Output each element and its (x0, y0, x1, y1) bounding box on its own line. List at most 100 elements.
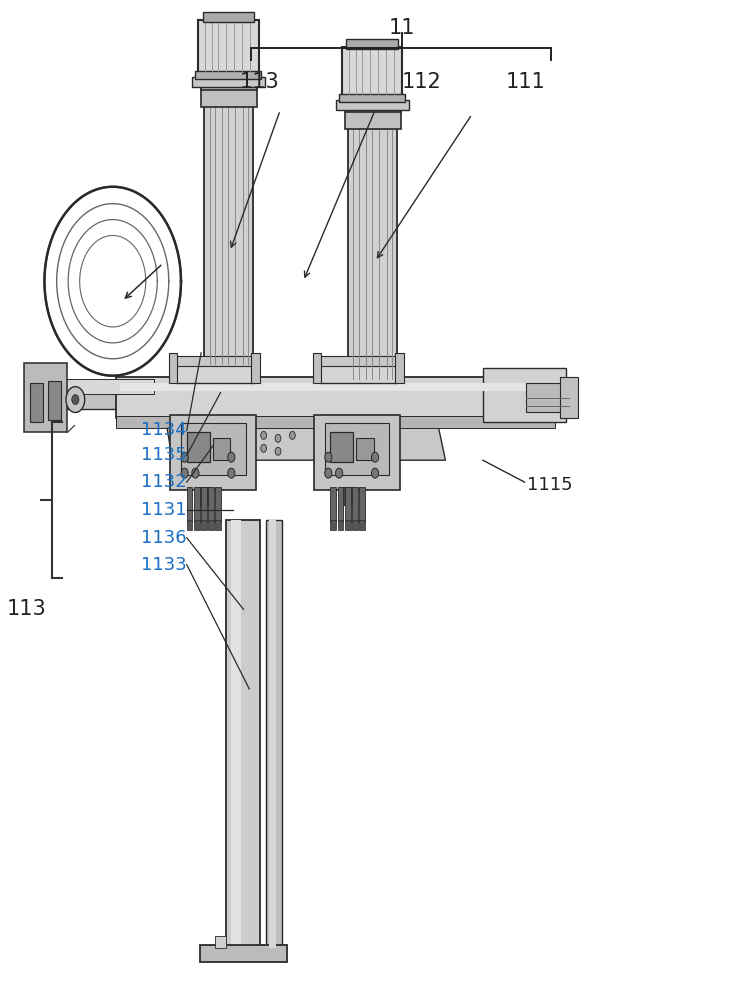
Bar (320, 356, 397, 366)
Circle shape (181, 468, 188, 478)
Bar (359, 520, 365, 530)
Bar (331, 487, 337, 522)
Bar (116, 416, 555, 428)
Polygon shape (165, 416, 445, 460)
Bar (187, 520, 193, 530)
Bar (356, 438, 374, 460)
Text: 1115: 1115 (527, 476, 573, 494)
Text: 11: 11 (389, 18, 415, 38)
Bar (325, 423, 389, 475)
Bar (212, 438, 230, 460)
Text: 1131: 1131 (142, 501, 187, 519)
Bar (201, 520, 207, 530)
Bar (48, 381, 61, 420)
Text: 1132: 1132 (142, 473, 187, 491)
Bar (561, 377, 578, 418)
Bar (331, 520, 337, 530)
Bar (346, 39, 398, 49)
Circle shape (228, 452, 235, 462)
Bar (338, 520, 343, 530)
Bar (345, 487, 350, 522)
Bar (331, 432, 353, 462)
Bar (251, 353, 260, 383)
Bar (483, 368, 566, 422)
Bar (199, 20, 258, 74)
Bar (196, 71, 261, 79)
Bar (314, 415, 400, 490)
Bar (43, 379, 155, 394)
Bar (201, 72, 257, 90)
Bar (215, 520, 221, 530)
Circle shape (228, 468, 235, 478)
Bar (24, 363, 67, 432)
Bar (30, 383, 43, 422)
Circle shape (192, 468, 199, 478)
Bar (176, 356, 253, 366)
Bar (526, 383, 569, 412)
Circle shape (72, 395, 79, 405)
Bar (320, 361, 397, 383)
Circle shape (66, 387, 85, 412)
Circle shape (372, 468, 379, 478)
Circle shape (275, 447, 281, 455)
Text: 1133: 1133 (142, 556, 187, 574)
Bar (347, 127, 396, 381)
Bar (120, 383, 551, 391)
Bar (226, 520, 260, 948)
Text: 1134: 1134 (142, 421, 187, 439)
Bar (269, 520, 276, 948)
Bar (336, 100, 409, 110)
Bar (187, 432, 210, 462)
Bar (231, 520, 242, 948)
Bar (339, 94, 405, 102)
Circle shape (290, 431, 295, 439)
Bar (194, 487, 200, 522)
Circle shape (372, 452, 379, 462)
Text: 1135: 1135 (142, 446, 187, 464)
Bar (345, 94, 401, 112)
Text: 111: 111 (506, 72, 546, 92)
Bar (345, 520, 350, 530)
Bar (266, 520, 282, 948)
Text: 113: 113 (7, 599, 46, 619)
Bar (194, 520, 200, 530)
Bar (197, 487, 202, 505)
Bar (176, 361, 253, 383)
Bar (359, 487, 365, 522)
Bar (204, 487, 210, 505)
Bar (342, 47, 402, 96)
Bar (116, 377, 555, 418)
Bar (208, 520, 214, 530)
Bar (395, 353, 404, 383)
Text: 112: 112 (402, 72, 442, 92)
Bar (169, 353, 177, 383)
Bar (170, 415, 256, 490)
Bar (187, 487, 193, 522)
Text: 1136: 1136 (142, 529, 187, 547)
Bar (202, 12, 254, 22)
Bar (312, 353, 321, 383)
Circle shape (325, 452, 332, 462)
Bar (341, 487, 346, 505)
Circle shape (261, 444, 266, 452)
Bar (43, 381, 191, 409)
Bar (352, 487, 358, 522)
Bar (347, 487, 353, 505)
Circle shape (275, 434, 281, 442)
Bar (200, 945, 288, 962)
Bar (215, 487, 221, 522)
Bar (201, 85, 257, 107)
Bar (201, 487, 207, 522)
Bar (192, 77, 265, 87)
Circle shape (261, 431, 266, 439)
Circle shape (336, 468, 342, 478)
Bar (204, 102, 253, 366)
Bar (181, 423, 246, 475)
Text: 113: 113 (240, 72, 280, 92)
Bar (208, 487, 214, 522)
Circle shape (325, 468, 332, 478)
Circle shape (181, 452, 188, 462)
Bar (412, 381, 564, 409)
Bar (215, 936, 226, 948)
Bar (345, 107, 401, 129)
